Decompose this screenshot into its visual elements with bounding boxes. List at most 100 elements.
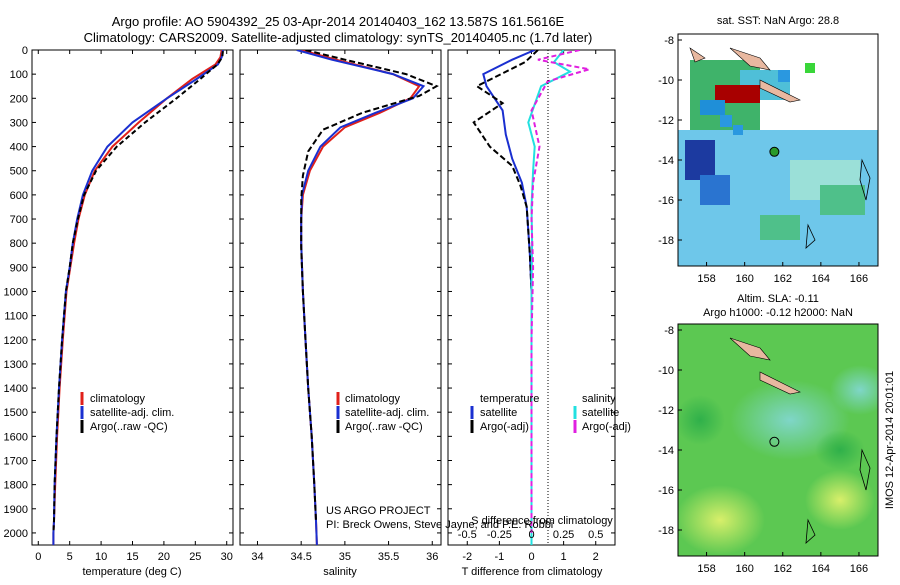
s-diff-tick-label: -0.5 (458, 529, 477, 541)
y-tick-label: 1300 (4, 359, 28, 371)
salinity-xlabel: salinity (323, 566, 357, 578)
y-tick-label: 1900 (4, 504, 28, 516)
x-tick-label: -2 (462, 551, 472, 563)
map-y-tick-label: -12 (658, 405, 674, 417)
s-diff-ticks: -0.5 -0.25 0 0.25 0.5 (458, 529, 604, 541)
series-line (52, 51, 224, 533)
legend-label-s-argo: Argo(-adj) (582, 421, 631, 433)
sst-map-title: sat. SST: NaN Argo: 28.8 (717, 15, 839, 27)
y-tick-label: 1000 (4, 286, 28, 298)
y-tick-label: 100 (10, 69, 28, 81)
y-tick-label: 400 (10, 142, 28, 154)
x-tick-label: 0 (528, 551, 534, 563)
x-tick-label: 10 (95, 551, 107, 563)
y-tick-label: 500 (10, 166, 28, 178)
x-tick-label: 34.5 (290, 551, 311, 563)
y-tick-label: 1400 (4, 383, 28, 395)
y-tick-label: 1700 (4, 455, 28, 467)
x-tick-label: 20 (158, 551, 170, 563)
map-y-tick-label: -8 (664, 325, 674, 337)
x-tick-label: 5 (67, 551, 73, 563)
sla-map-title: Altim. SLA: -0.11 (737, 293, 819, 305)
legend-label-argo: Argo(..raw -QC) (90, 421, 168, 433)
salinity-axes-frame (239, 49, 442, 546)
map-x-tick-label: 164 (812, 273, 830, 285)
y-tick-label: 0 (22, 45, 28, 57)
y-tick-label: 1500 (4, 407, 28, 419)
map-x-tick-label: 166 (850, 563, 868, 575)
sla-map-field (678, 324, 878, 556)
y-tick-label: 800 (10, 238, 28, 250)
difference-series (472, 50, 590, 545)
map-x-tick-label: 158 (697, 563, 715, 575)
y-tick-label: 1100 (4, 311, 28, 323)
legend-label-satellite: satellite-adj. clim. (90, 407, 174, 419)
s-diff-tick-label: 0.5 (588, 529, 603, 541)
x-tick-label: 36 (426, 551, 438, 563)
y-tick-label: 2000 (4, 528, 28, 540)
sla-map-ticks: 158 160 162 164 166 -8 -10 -12 -14 -16 -18 (658, 325, 868, 575)
legend-title-salinity: salinity (582, 393, 616, 405)
x-tick-label: 30 (221, 551, 233, 563)
timestamp: IMOS 12-Apr-2014 20:01:01 (884, 371, 896, 509)
y-tick-label: 1200 (4, 335, 28, 347)
s-diff-xlabel: S difference from climatology (471, 515, 613, 527)
map-x-tick-label: 158 (697, 273, 715, 285)
temperature-xlabel: temperature (deg C) (82, 566, 181, 578)
sst-argo-marker (769, 146, 780, 157)
sst-map-ticks: 158 160 162 164 166 -8 -10 -12 -14 -16 -18 (658, 35, 868, 285)
temperature-axes-frame (31, 49, 234, 546)
legend-label-s-satellite: satellite (582, 407, 619, 419)
x-tick-label: 35.5 (378, 551, 399, 563)
y-tick-label: 1800 (4, 480, 28, 492)
salinity-series (296, 50, 439, 545)
map-y-tick-label: -8 (664, 35, 674, 47)
y-tick-label: 200 (10, 93, 28, 105)
salinity-ticks: 34 34.5 35 35.5 36 (240, 49, 441, 563)
x-tick-label: 34 (251, 551, 263, 563)
map-x-tick-label: 162 (774, 273, 792, 285)
legend-title-temperature: temperature (480, 393, 539, 405)
map-y-tick-label: -14 (658, 155, 674, 167)
legend-label-climatology: climatology (90, 393, 146, 405)
map-y-tick-label: -14 (658, 445, 674, 457)
series-line (52, 50, 223, 545)
map-y-tick-label: -18 (658, 235, 674, 247)
temperature-series (52, 50, 224, 545)
difference-legend: temperature salinity satellite Argo(-adj… (470, 393, 631, 433)
series-line (482, 50, 536, 545)
sla-argo-marker (769, 436, 780, 447)
s-diff-tick-label: -0.25 (487, 529, 512, 541)
legend-label-argo: Argo(..raw -QC) (345, 421, 423, 433)
temperature-ticks: 0 5 10 15 20 25 300100200300400500600700800900… (4, 45, 233, 563)
map-y-tick-label: -16 (658, 485, 674, 497)
t-diff-xlabel: T difference from climatology (462, 566, 603, 578)
x-tick-label: 25 (189, 551, 201, 563)
figure-title-line1: Argo profile: AO 5904392_25 03-Apr-2014 … (112, 14, 565, 29)
series-line (296, 50, 426, 545)
pi-credit: PI: Breck Owens, Steve Jayne, and P.E. R… (326, 519, 553, 531)
s-diff-tick-label: 0.25 (553, 529, 574, 541)
map-x-tick-label: 164 (812, 563, 830, 575)
y-tick-label: 700 (10, 214, 28, 226)
legend-label-t-satellite: satellite (480, 407, 517, 419)
y-tick-label: 1600 (4, 431, 28, 443)
salinity-legend: climatology satellite-adj. clim. Argo(..… (336, 392, 429, 433)
project-credit: US ARGO PROJECT (326, 505, 431, 517)
x-tick-label: -1 (494, 551, 504, 563)
map-y-tick-label: -16 (658, 195, 674, 207)
x-tick-label: 35 (339, 551, 351, 563)
y-tick-label: 900 (10, 262, 28, 274)
sla-map-frame (677, 323, 879, 557)
y-tick-label: 300 (10, 117, 28, 129)
map-x-tick-label: 162 (774, 563, 792, 575)
series-line (300, 50, 421, 545)
map-x-tick-label: 160 (735, 273, 753, 285)
series-line (300, 50, 439, 521)
s-diff-tick-label: 0 (528, 529, 534, 541)
x-tick-label: 2 (593, 551, 599, 563)
legend-label-t-argo: Argo(-adj) (480, 421, 529, 433)
temperature-legend: climatology satellite-adj. clim. Argo(..… (80, 392, 174, 433)
y-tick-label: 600 (10, 190, 28, 202)
